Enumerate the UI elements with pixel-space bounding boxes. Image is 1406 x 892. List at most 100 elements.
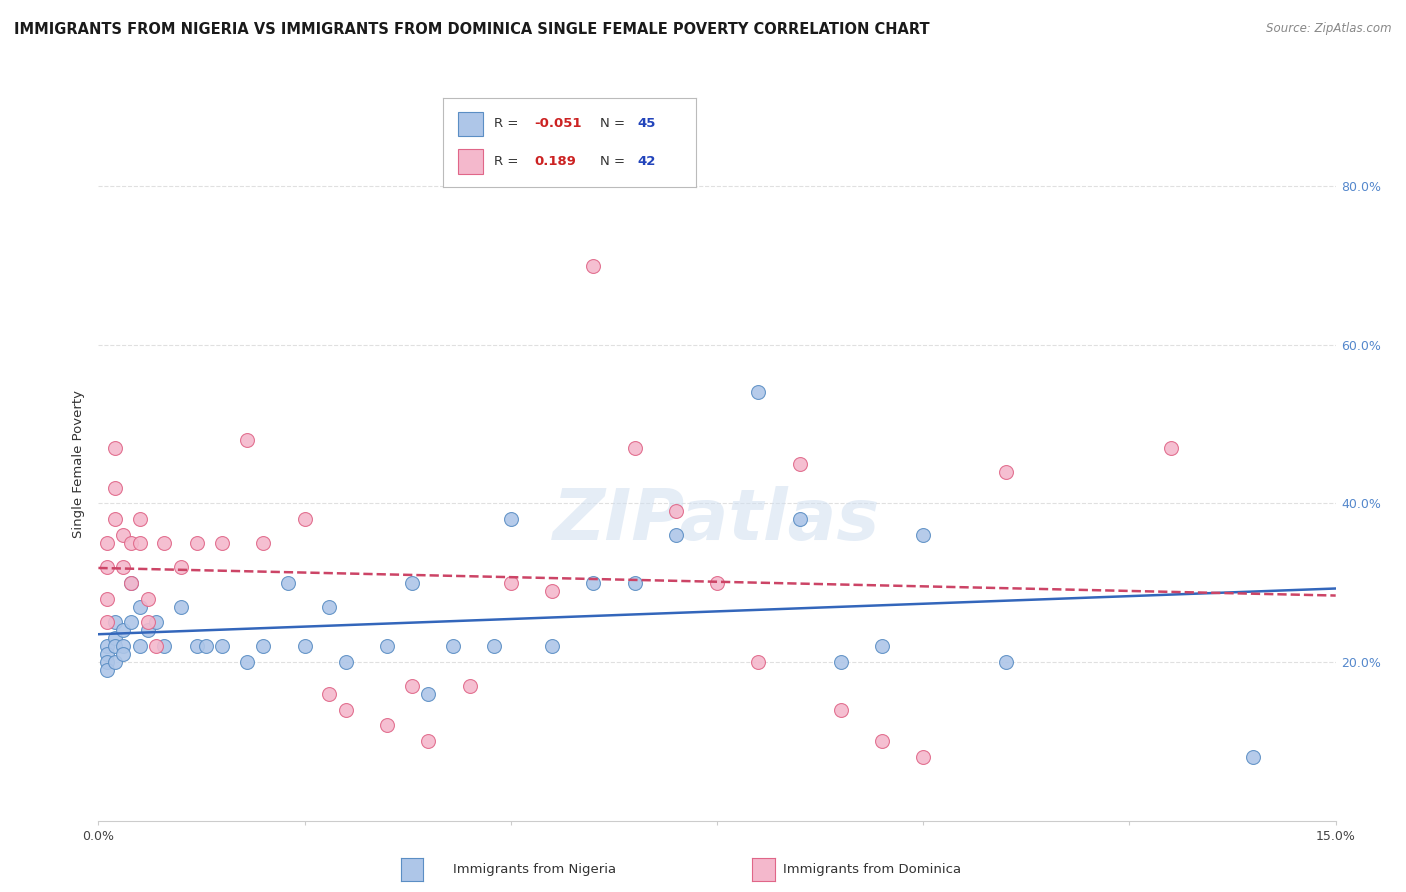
Point bbox=[96, 647, 118, 661]
Text: R =: R = bbox=[494, 118, 522, 130]
Point bbox=[582, 259, 605, 273]
Point bbox=[418, 687, 440, 701]
Point bbox=[96, 655, 118, 669]
Point bbox=[128, 599, 150, 614]
Point bbox=[335, 703, 357, 717]
Point bbox=[789, 457, 811, 471]
Point bbox=[375, 718, 398, 732]
Text: 0.189: 0.189 bbox=[534, 155, 576, 168]
Point bbox=[104, 481, 127, 495]
Point bbox=[194, 639, 217, 653]
Point bbox=[120, 575, 142, 590]
Text: 42: 42 bbox=[638, 155, 657, 168]
Point bbox=[112, 647, 135, 661]
Point bbox=[186, 536, 208, 550]
Point bbox=[665, 504, 688, 518]
Text: Immigrants from Dominica: Immigrants from Dominica bbox=[783, 863, 960, 876]
Point bbox=[136, 591, 159, 606]
Point bbox=[912, 750, 935, 764]
Point bbox=[318, 687, 340, 701]
Point bbox=[870, 734, 893, 748]
Point bbox=[120, 615, 142, 630]
Text: Source: ZipAtlas.com: Source: ZipAtlas.com bbox=[1267, 22, 1392, 36]
Point bbox=[136, 624, 159, 638]
Point bbox=[96, 663, 118, 677]
Text: 45: 45 bbox=[638, 118, 657, 130]
Point bbox=[96, 615, 118, 630]
Point bbox=[145, 639, 167, 653]
Point bbox=[96, 560, 118, 574]
Point bbox=[112, 528, 135, 542]
Text: N =: N = bbox=[600, 118, 628, 130]
Text: Immigrants from Nigeria: Immigrants from Nigeria bbox=[453, 863, 616, 876]
Point bbox=[912, 528, 935, 542]
Point bbox=[499, 512, 522, 526]
Point bbox=[96, 591, 118, 606]
Point bbox=[499, 575, 522, 590]
Point bbox=[484, 639, 506, 653]
Point bbox=[104, 615, 127, 630]
Point bbox=[170, 599, 193, 614]
Point bbox=[252, 536, 274, 550]
Text: ZIPatlas: ZIPatlas bbox=[554, 486, 880, 556]
Point bbox=[789, 512, 811, 526]
Point bbox=[830, 703, 852, 717]
Point bbox=[153, 639, 176, 653]
Point bbox=[211, 639, 233, 653]
Point bbox=[104, 441, 127, 455]
Point bbox=[706, 575, 728, 590]
Point bbox=[375, 639, 398, 653]
Point bbox=[252, 639, 274, 653]
Point bbox=[96, 639, 118, 653]
Point bbox=[541, 583, 564, 598]
Point bbox=[145, 615, 167, 630]
Point bbox=[96, 536, 118, 550]
Point bbox=[104, 512, 127, 526]
Point bbox=[112, 624, 135, 638]
Point bbox=[128, 639, 150, 653]
Text: IMMIGRANTS FROM NIGERIA VS IMMIGRANTS FROM DOMINICA SINGLE FEMALE POVERTY CORREL: IMMIGRANTS FROM NIGERIA VS IMMIGRANTS FR… bbox=[14, 22, 929, 37]
Point bbox=[236, 433, 259, 447]
Point bbox=[104, 632, 127, 646]
Point bbox=[458, 679, 481, 693]
Point bbox=[120, 575, 142, 590]
Text: R =: R = bbox=[494, 155, 522, 168]
Point bbox=[541, 639, 564, 653]
FancyBboxPatch shape bbox=[458, 112, 484, 136]
Point bbox=[441, 639, 464, 653]
Point bbox=[994, 655, 1017, 669]
Point bbox=[170, 560, 193, 574]
Point bbox=[335, 655, 357, 669]
Point bbox=[623, 441, 645, 455]
Text: N =: N = bbox=[600, 155, 628, 168]
Point bbox=[418, 734, 440, 748]
Point bbox=[318, 599, 340, 614]
FancyBboxPatch shape bbox=[458, 149, 484, 174]
Point bbox=[401, 679, 423, 693]
Point bbox=[186, 639, 208, 653]
Point bbox=[153, 536, 176, 550]
Text: -0.051: -0.051 bbox=[534, 118, 582, 130]
Point bbox=[277, 575, 299, 590]
Point bbox=[112, 639, 135, 653]
Point bbox=[870, 639, 893, 653]
Point bbox=[128, 512, 150, 526]
Point bbox=[1160, 441, 1182, 455]
Y-axis label: Single Female Poverty: Single Female Poverty bbox=[72, 390, 86, 538]
Point bbox=[294, 512, 316, 526]
Point bbox=[747, 385, 769, 400]
Point bbox=[582, 575, 605, 590]
Point bbox=[401, 575, 423, 590]
Point bbox=[294, 639, 316, 653]
Point bbox=[623, 575, 645, 590]
Point bbox=[104, 639, 127, 653]
Point bbox=[747, 655, 769, 669]
Point bbox=[211, 536, 233, 550]
Point bbox=[994, 465, 1017, 479]
Point bbox=[104, 655, 127, 669]
Point bbox=[112, 560, 135, 574]
Point bbox=[120, 536, 142, 550]
Point bbox=[136, 615, 159, 630]
Point bbox=[830, 655, 852, 669]
Point bbox=[1241, 750, 1264, 764]
